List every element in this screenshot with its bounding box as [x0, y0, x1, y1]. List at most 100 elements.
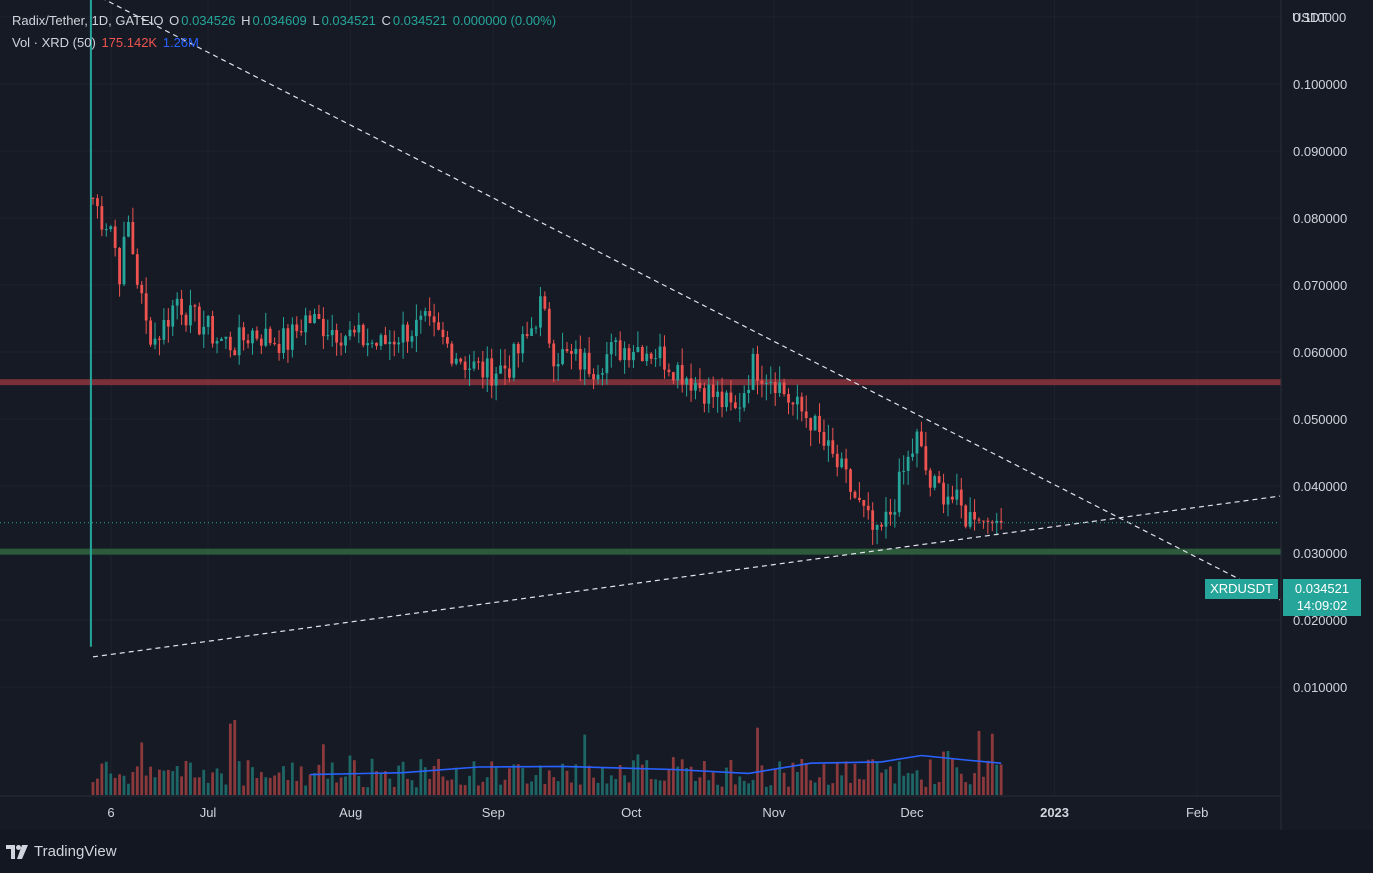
time-tick-label: 6 — [107, 805, 114, 820]
candle-body — [171, 305, 175, 327]
candle-body — [477, 361, 480, 363]
descending-trend-line[interactable] — [93, 0, 1281, 601]
candle-body — [197, 306, 201, 335]
volume-bar — [361, 786, 365, 795]
candle-body — [357, 324, 361, 333]
candle-body — [184, 314, 188, 326]
candle-body — [725, 392, 728, 408]
volume-bar — [565, 770, 569, 795]
candle-body — [667, 369, 671, 373]
candle-body — [804, 411, 808, 419]
candle-body — [902, 470, 906, 472]
candle-body — [556, 364, 560, 367]
candle-body — [645, 353, 649, 362]
candle-body — [968, 511, 972, 527]
volume-bar — [915, 770, 919, 795]
volume-bar — [401, 761, 405, 795]
candle-body — [255, 330, 259, 339]
price-tick-label: 0.010000 — [1293, 680, 1347, 695]
volume-bar — [211, 772, 215, 795]
volume-bar — [184, 760, 188, 795]
volume-bar — [375, 771, 378, 795]
volume-bar — [335, 782, 339, 795]
volume-bar — [906, 773, 910, 795]
volume-bar — [964, 782, 968, 795]
ascending-trend-line[interactable] — [92, 495, 1281, 658]
candle-body — [131, 222, 135, 255]
candle-body — [344, 336, 347, 346]
volume-bar — [459, 784, 463, 795]
volume-bar — [946, 750, 950, 795]
volume-bar — [149, 766, 152, 795]
candle-body — [534, 327, 538, 329]
price-axis[interactable]: 0.110000 0.100000 0.090000 0.080000 0.070000… — [1293, 10, 1347, 695]
candle-body — [685, 378, 689, 385]
candle-body — [158, 338, 161, 340]
candle-body — [920, 431, 923, 447]
volume-bar — [118, 774, 121, 795]
volume-bar — [889, 766, 892, 795]
candle-body — [782, 382, 786, 395]
volume-bar — [592, 777, 595, 795]
volume-bar — [680, 759, 684, 795]
volume-bar — [880, 772, 883, 795]
candle-body — [446, 337, 449, 344]
volume-bar — [224, 784, 228, 795]
volume-ma-value: 1.26M — [162, 35, 199, 50]
volume-bar — [835, 761, 839, 795]
candle-body — [849, 469, 852, 492]
candle-body — [694, 382, 697, 391]
volume-bar — [999, 764, 1003, 795]
candle-body — [468, 368, 471, 370]
volume-bar — [450, 779, 454, 795]
candle-body — [658, 346, 662, 359]
volume-bar — [100, 763, 104, 795]
candle-body — [251, 330, 254, 344]
volume-bar — [357, 776, 361, 795]
volume-bar — [264, 777, 268, 795]
volume-bar — [893, 783, 897, 795]
volume-bar — [534, 775, 538, 795]
volume-value: 175.142K — [101, 35, 158, 50]
volume-bar — [547, 770, 551, 795]
volume-bar — [800, 758, 804, 795]
candle-body — [339, 342, 343, 346]
volume-bar — [809, 780, 813, 795]
candle-body — [330, 330, 334, 336]
volume-bar — [104, 761, 108, 795]
price-tick-label: 0.020000 — [1293, 613, 1347, 628]
volume-bar — [326, 778, 330, 795]
candle-body — [375, 342, 378, 346]
volume-bar — [131, 771, 135, 795]
open-label: O — [169, 13, 180, 28]
last-price-badge: 0.034521 14:09:02 — [1283, 579, 1361, 616]
candle-body — [459, 358, 463, 362]
candle-body — [113, 226, 117, 248]
volume-title[interactable]: Vol · XRD (50) — [12, 35, 96, 50]
volume-bar — [570, 782, 573, 795]
candle-body — [632, 351, 635, 361]
candle-body — [880, 524, 883, 527]
volume-bar — [202, 769, 206, 795]
time-axis[interactable]: 6 Jul Aug Sep Oct Nov Dec 2023 Feb — [107, 805, 1208, 820]
volume-bar — [397, 765, 401, 795]
volume-bar — [392, 786, 396, 795]
volume-bar — [689, 766, 693, 795]
candle-body — [410, 336, 414, 342]
volume-bar — [286, 780, 290, 795]
volume-bar — [937, 782, 941, 795]
candle-body — [414, 319, 418, 337]
candle-body — [711, 384, 715, 398]
symbol-title[interactable]: Radix/Tether, 1D, GATEIO — [12, 13, 164, 28]
tradingview-brand[interactable]: TradingView — [6, 843, 117, 860]
volume-bar — [959, 773, 963, 795]
candle-body — [450, 343, 454, 364]
candle-body — [875, 524, 879, 530]
price-chart[interactable]: USDT 0.110000 0.100000 0.090000 0.080000 0.0… — [0, 0, 1373, 830]
volume-bar — [432, 765, 436, 795]
volume-bar — [317, 764, 321, 795]
volume-bar — [153, 777, 157, 795]
volume-bar — [339, 777, 343, 795]
time-tick-label: 2023 — [1040, 805, 1069, 820]
candle-body — [552, 343, 556, 367]
